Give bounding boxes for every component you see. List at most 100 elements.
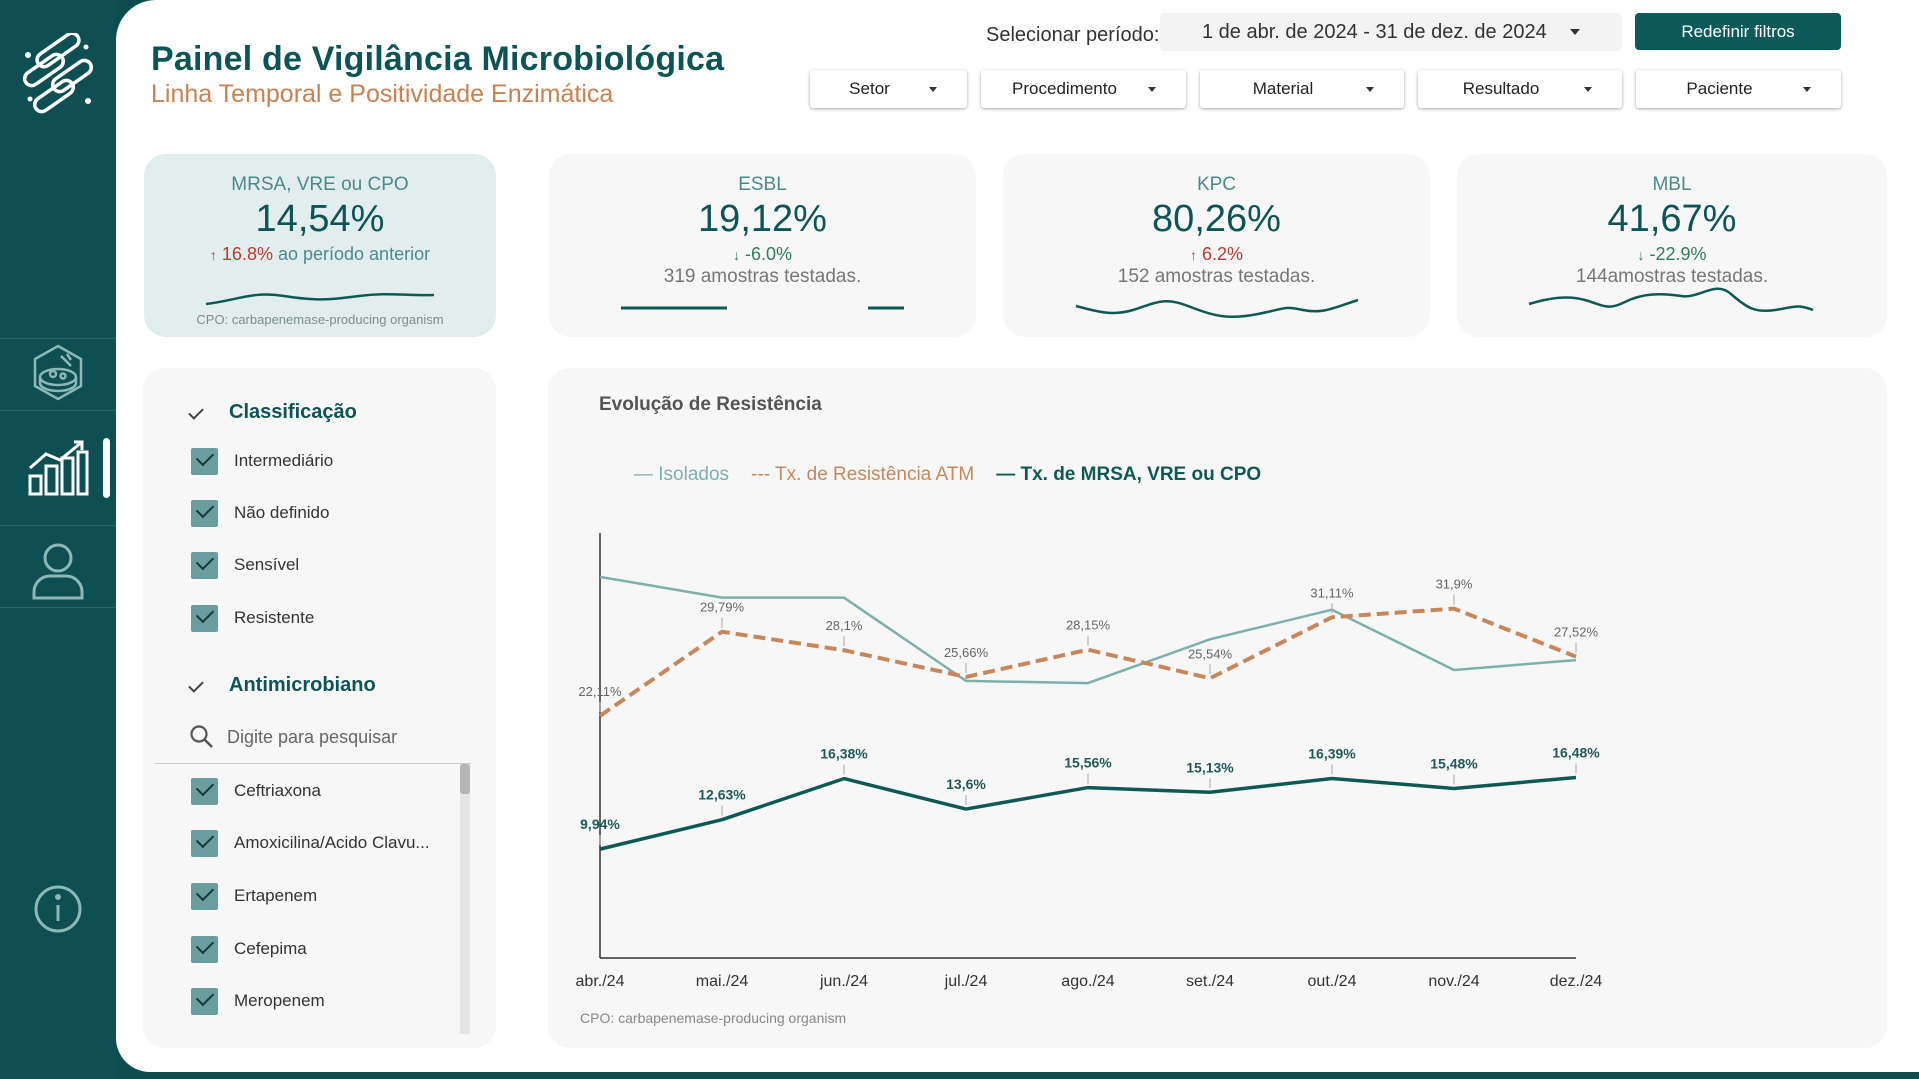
x-tick-label: ago./24 [1061,973,1114,990]
filter-paciente[interactable]: Paciente [1636,70,1841,108]
divider [155,763,471,764]
checkbox-meropenem[interactable]: Meropenem [191,987,325,1015]
legend-item-isolados[interactable]: — Isolados [634,464,730,485]
data-label: 22,11% [578,684,622,699]
section-classificacao[interactable]: Classificação [229,401,357,423]
checkbox-checked[interactable] [191,882,218,910]
checkbox-checked[interactable] [191,777,218,805]
kpi-card-mbl: MBL 41,67% ↓ -22.9% 144amostras testadas… [1457,154,1887,337]
kpi-samples: 319 amostras testadas. [663,266,862,287]
checkbox-checked[interactable] [191,604,218,632]
checkbox-checked[interactable] [191,987,218,1015]
data-label: 28,1% [826,618,863,633]
kpi-title: MRSA, VRE ou CPO [231,174,409,195]
kpi-delta: ↑ 6.2% [1189,244,1244,264]
checkbox-checked[interactable] [191,829,218,857]
checkbox-ceftriaxona[interactable]: Ceftriaxona [191,777,321,805]
bar-chart-icon[interactable] [0,436,116,500]
checkbox-checked[interactable] [191,499,218,527]
kpi-card-kpc: KPC 80,26% ↑ 6.2% 152 amostras testadas. [1003,154,1430,337]
filter-label: Material [1252,79,1314,98]
period-selector[interactable]: 1 de abr. de 2024 - 31 de dez. de 2024 [1160,13,1622,51]
filter-label: Paciente [1686,79,1753,98]
filter-material[interactable]: Material [1200,70,1404,108]
kpi-card-mrsa: MRSA, VRE ou CPO 14,54% ↑ 16.8% ao perío… [144,154,496,337]
info-icon[interactable] [0,880,116,938]
data-label: 25,66% [944,645,989,660]
check-icon[interactable] [188,677,204,693]
checkbox-nao-definido[interactable]: Não definido [191,499,329,527]
kpi-title: MBL [1652,174,1692,195]
checkbox-label: Ceftriaxona [234,781,321,800]
search-icon [190,725,213,748]
kpi-card-esbl: ESBL 19,12% ↓ -6.0% 319 amostras testada… [549,154,976,337]
x-tick-label: jun./24 [819,973,868,990]
reset-filters-button[interactable]: Redefinir filtros [1635,13,1841,50]
checkbox-sensivel[interactable]: Sensível [191,551,299,579]
chart-title: Evolução de Resistência [599,394,822,415]
checkbox-intermediario[interactable]: Intermediário [191,447,333,475]
checkbox-ertapenem[interactable]: Ertapenem [191,882,317,910]
x-tick-label: mai./24 [696,973,749,990]
x-tick-label: dez./24 [1550,973,1603,990]
user-icon[interactable] [0,536,116,604]
checkbox-checked[interactable] [191,551,218,579]
filter-label: Procedimento [1012,79,1117,98]
filter-setor[interactable]: Setor [810,70,967,108]
x-tick-label: jul./24 [944,973,988,990]
checkbox-label: Ertapenem [234,886,318,905]
filter-resultado[interactable]: Resultado [1418,70,1622,108]
microbe-logo-icon[interactable] [0,28,116,122]
checkbox-resistente[interactable]: Resistente [191,604,314,632]
x-tick-label: abr./24 [576,973,625,990]
checkbox-checked[interactable] [191,447,218,475]
series-line-2 [599,775,1577,851]
page-subtitle: Linha Temporal e Positividade Enzimática [151,80,614,108]
kpi-title: ESBL [738,174,787,195]
kpi-delta: ↓ -6.0% [732,244,793,264]
chevron-down-icon [1148,87,1156,92]
kpi-delta: ↓ -22.9% [1637,244,1707,264]
sparkline [1528,287,1814,312]
checkbox-label: Resistente [234,608,315,627]
sidebar [0,0,116,1079]
legend-item-resistencia[interactable]: --- Tx. de Resistência ATM [751,464,975,485]
filter-label: Setor [849,79,890,98]
chevron-down-icon [929,87,937,92]
data-label: 29,79% [700,600,745,615]
kpi-title: KPC [1196,174,1237,195]
checkbox-checked[interactable] [191,935,218,963]
legend-item-mrsa[interactable]: — Tx. de MRSA, VRE ou CPO [996,464,1262,485]
data-label: 12,63% [698,787,746,803]
series-line-1 [598,606,1577,718]
kpi-value: 41,67% [1607,198,1737,240]
kpi-value: 14,54% [255,198,385,240]
data-label: 27,52% [1554,625,1599,640]
scrollbar-thumb[interactable] [460,764,470,794]
data-label: 15,48% [1430,755,1478,771]
filter-procedimento[interactable]: Procedimento [981,70,1186,108]
arrow-down-icon: ↓ [1637,247,1645,263]
chevron-down-icon [1803,87,1811,92]
chevron-down-icon [1570,29,1580,35]
kpi-samples: 152 amostras testadas. [1117,266,1316,287]
page-title: Painel de Vigilância Microbiológica [151,40,725,78]
checkbox-cefepima[interactable]: Cefepima [191,935,307,963]
data-label: 31,11% [1310,585,1354,600]
check-icon[interactable] [188,404,204,420]
petri-dish-icon[interactable] [0,338,116,408]
filter-label: Resultado [1462,79,1540,98]
kpi-samples: 144amostras testadas. [1575,266,1769,287]
antimicrobial-search[interactable] [189,724,457,750]
sparkline [1075,298,1359,319]
arrow-up-icon: ↑ [1189,247,1197,263]
scrollbar-track[interactable] [460,764,470,1034]
data-label: 13,6% [946,776,986,792]
chevron-down-icon [1584,87,1592,92]
section-antimicrobiano[interactable]: Antimicrobiano [229,674,376,696]
arrow-up-icon: ↑ [209,247,217,263]
x-tick-label: nov./24 [1428,973,1479,990]
search-input[interactable] [227,726,457,748]
filter-panel: Classificação Intermediário Não definido… [143,368,496,1048]
checkbox-amoxicilina[interactable]: Amoxicilina/Acido Clavu... [191,829,430,857]
